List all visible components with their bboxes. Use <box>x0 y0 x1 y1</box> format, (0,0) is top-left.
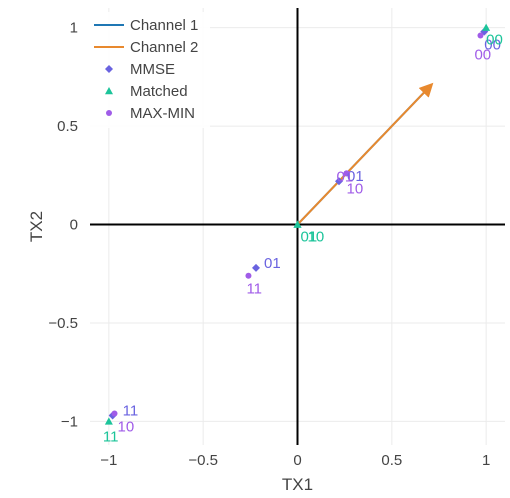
mmse-label: 00 <box>484 37 501 54</box>
legend-item[interactable]: Matched <box>105 83 188 100</box>
y-tick-label: 0 <box>70 217 78 234</box>
max-min-label: 11 <box>246 281 262 298</box>
y-tick-label: −1 <box>61 413 78 430</box>
x-axis-title: TX1 <box>282 475 313 494</box>
y-axis-title: TX2 <box>27 211 46 242</box>
mmse-point <box>252 263 260 272</box>
channel-arrows <box>296 82 434 226</box>
legend-label: Channel 2 <box>130 39 198 56</box>
legend-label: Matched <box>130 83 188 100</box>
mmse-point <box>335 177 343 186</box>
y-tick-label: 0.5 <box>57 118 78 135</box>
max-min-label: 10 <box>118 419 135 436</box>
legend-label: MAX-MIN <box>130 105 195 122</box>
tick-labels: −1 −0.5 0 0.5 1 −1 −0.5 0 0.5 1 <box>48 20 490 469</box>
matched-label: 01 <box>301 229 318 246</box>
legend[interactable]: Channel 1 Channel 2 MMSE Matched MAX-MIN <box>88 12 210 128</box>
mmse-legend-symbol <box>105 65 113 73</box>
y-tick-label: 1 <box>70 20 78 37</box>
matched-point <box>104 417 113 425</box>
x-tick-label: 0 <box>293 452 301 469</box>
x-tick-label: −0.5 <box>188 452 218 469</box>
mmse-label: 01 <box>347 168 364 185</box>
max-min-label: 10 <box>347 180 364 197</box>
legend-label: MMSE <box>130 61 175 78</box>
matched-label: 00 <box>486 32 503 49</box>
max-min-legend-symbol <box>106 110 112 116</box>
legend-item[interactable]: MMSE <box>105 61 175 78</box>
matched-label: 10 <box>308 229 325 246</box>
max-min-point <box>343 170 350 177</box>
legend-items: Channel 1 Channel 2 MMSE Matched MAX-MIN <box>94 17 198 122</box>
matched-legend-symbol <box>105 87 113 95</box>
matched-point <box>482 23 491 31</box>
max-min-label: 01 <box>337 168 354 185</box>
channel-2-arrow <box>296 82 434 226</box>
max-min-point <box>477 32 484 39</box>
max-min-label: 00 <box>474 47 491 64</box>
legend-item[interactable]: Channel 1 <box>94 17 198 34</box>
legend-label: Channel 1 <box>130 17 198 34</box>
mmse-label: 01 <box>264 255 281 272</box>
x-tick-label: −1 <box>100 452 117 469</box>
data-points <box>104 23 491 425</box>
legend-item[interactable]: MAX-MIN <box>106 105 195 122</box>
matched-point <box>293 220 302 228</box>
x-tick-label: 0.5 <box>381 452 402 469</box>
mmse-label: 11 <box>123 402 139 419</box>
max-min-point <box>111 410 118 417</box>
matched-label: 11 <box>103 428 119 445</box>
x-tick-label: 1 <box>482 452 490 469</box>
legend-item[interactable]: Channel 2 <box>94 39 198 56</box>
max-min-point <box>245 272 252 279</box>
y-tick-label: −0.5 <box>48 315 78 332</box>
